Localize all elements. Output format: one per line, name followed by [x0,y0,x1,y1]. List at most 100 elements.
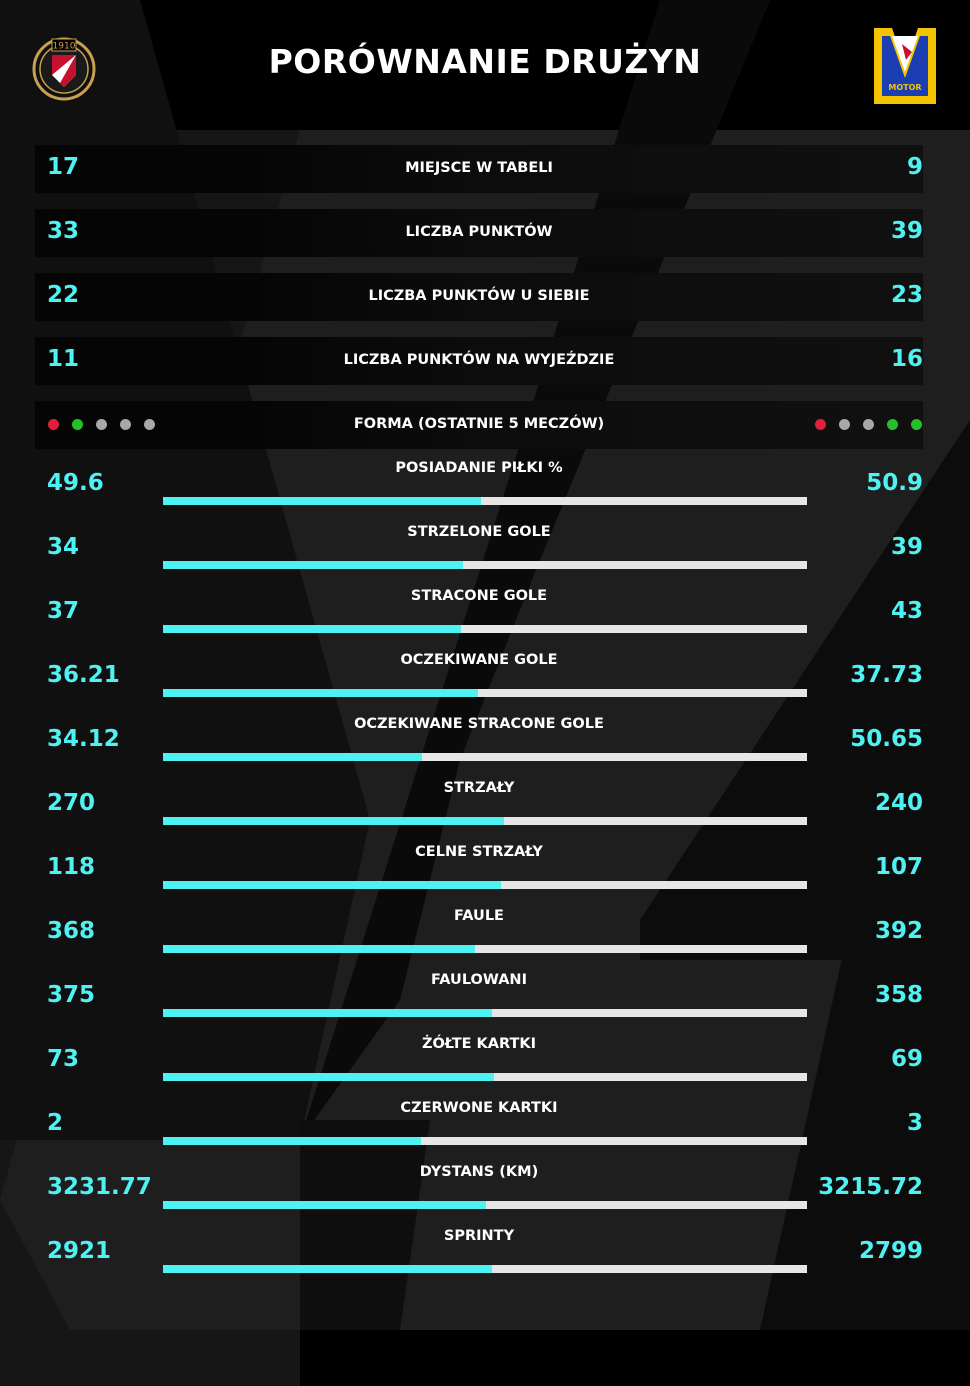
form-dot-loss [48,419,59,430]
home-value: 3231.77 [47,1174,152,1200]
comparison-bar-track [163,1073,807,1081]
stat-bar-row: 3231.77 DYSTANS (KM) 3215.72 [35,1164,923,1217]
away-value: 50.65 [850,726,923,752]
home-share-bar [163,689,479,697]
away-value: 16 [890,346,923,372]
away-value: 107 [874,854,923,880]
stat-bar-row: 2921 SPRINTY 2799 [35,1228,923,1281]
comparison-bar-track [163,945,807,953]
stat-label: STRACONE GOLE [410,588,548,604]
stat-bar-row: 49.6 POSIADANIE PIŁKI % 50.9 [35,460,923,513]
page-title: PORÓWNANIE DRUŻYN [268,42,702,81]
stat-row: 17 MIEJSCE W TABELI 9 [35,145,923,193]
home-value: 118 [47,854,96,880]
comparison-bar-track [163,561,807,569]
stat-row: 11 LICZBA PUNKTÓW NA WYJEŹDZIE 16 [35,337,923,385]
away-value: 43 [890,598,923,624]
home-share-bar [163,945,475,953]
away-value: 37.73 [850,662,923,688]
stat-bar-row: 34 STRZELONE GOLE 39 [35,524,923,577]
home-value: 34 [47,534,80,560]
home-share-bar [163,1137,421,1145]
stat-bar-row: 118 CELNE STRZAŁY 107 [35,844,923,897]
home-form-dots [48,419,155,430]
stat-row: 33 LICZBA PUNKTÓW 39 [35,209,923,257]
comparison-bar-track [163,817,807,825]
home-value: 22 [47,282,80,308]
home-share-bar [163,1265,492,1273]
home-share-bar [163,625,461,633]
comparison-bar-track [163,1201,807,1209]
home-share-bar [163,1201,486,1209]
stat-row: 22 LICZBA PUNKTÓW U SIEBIE 23 [35,273,923,321]
away-value: 3215.72 [818,1174,923,1200]
stat-bar-row: 34.12 OCZEKIWANE STRACONE GOLE 50.65 [35,716,923,769]
form-dot-loss [815,419,826,430]
away-value: 240 [874,790,923,816]
comparison-bar-track [163,753,807,761]
header: 1910 PORÓWNANIE DRUŻYN MOTOR [0,0,970,130]
home-value: 33 [47,218,80,244]
comparison-bar-track [163,689,807,697]
form-row: FORMA (OSTATNIE 5 MECZÓW) [35,401,923,449]
away-value: 3 [906,1110,923,1136]
form-dot-draw [96,419,107,430]
stat-bar-row: 36.21 OCZEKIWANE GOLE 37.73 [35,652,923,705]
home-value: 2921 [47,1238,112,1264]
stat-label: LICZBA PUNKTÓW [405,224,553,240]
form-dot-win [911,419,922,430]
away-value: 69 [890,1046,923,1072]
home-value: 17 [47,154,80,180]
away-value: 358 [874,982,923,1008]
stat-bar-row: 368 FAULE 392 [35,908,923,961]
away-value: 39 [890,218,923,244]
stat-bar-row: 2 CZERWONE KARTKI 3 [35,1100,923,1153]
home-share-bar [163,817,504,825]
stat-label: FAULOWANI [431,972,527,988]
home-value: 11 [47,346,80,372]
home-value: 270 [47,790,96,816]
stat-label: DYSTANS (KM) [419,1164,539,1180]
home-share-bar [163,561,463,569]
stat-label: POSIADANIE PIŁKI % [395,460,563,476]
stat-label: SPRINTY [443,1228,515,1244]
comparison-bar-track [163,1009,807,1017]
stat-label: MIEJSCE W TABELI [405,160,553,176]
form-dot-win [887,419,898,430]
home-share-bar [163,753,423,761]
away-logo-text: MOTOR [888,83,921,92]
home-value: 73 [47,1046,80,1072]
home-value: 49.6 [47,470,104,496]
stat-label: OCZEKIWANE STRACONE GOLE [354,716,604,732]
away-value: 39 [890,534,923,560]
stat-bar-row: 375 FAULOWANI 358 [35,972,923,1025]
stat-label: STRZAŁY [443,780,515,796]
stat-label: LICZBA PUNKTÓW U SIEBIE [368,288,590,304]
form-dot-draw [863,419,874,430]
stat-label: CZERWONE KARTKI [400,1100,558,1116]
form-dot-win [72,419,83,430]
home-value: 36.21 [47,662,120,688]
comparison-bar-track [163,497,807,505]
form-label: FORMA (OSTATNIE 5 MECZÓW) [353,416,605,432]
stat-label: LICZBA PUNKTÓW NA WYJEŹDZIE [343,352,615,368]
home-share-bar [163,1009,493,1017]
stat-bar-row: 37 STRACONE GOLE 43 [35,588,923,641]
form-dot-draw [144,419,155,430]
stat-bar-row: 270 STRZAŁY 240 [35,780,923,833]
home-value: 368 [47,918,96,944]
home-value: 37 [47,598,80,624]
home-value: 2 [47,1110,64,1136]
away-value: 2799 [858,1238,923,1264]
stat-label: STRZELONE GOLE [407,524,551,540]
home-team-logo: 1910 [32,37,96,101]
home-value: 375 [47,982,96,1008]
stat-label: CELNE STRZAŁY [415,844,543,860]
away-value: 392 [874,918,923,944]
home-share-bar [163,881,501,889]
away-form-dots [815,419,922,430]
form-dot-draw [120,419,131,430]
stat-label: OCZEKIWANE GOLE [400,652,558,668]
stat-label: ŻÓŁTE KARTKI [421,1036,537,1052]
form-dot-draw [839,419,850,430]
